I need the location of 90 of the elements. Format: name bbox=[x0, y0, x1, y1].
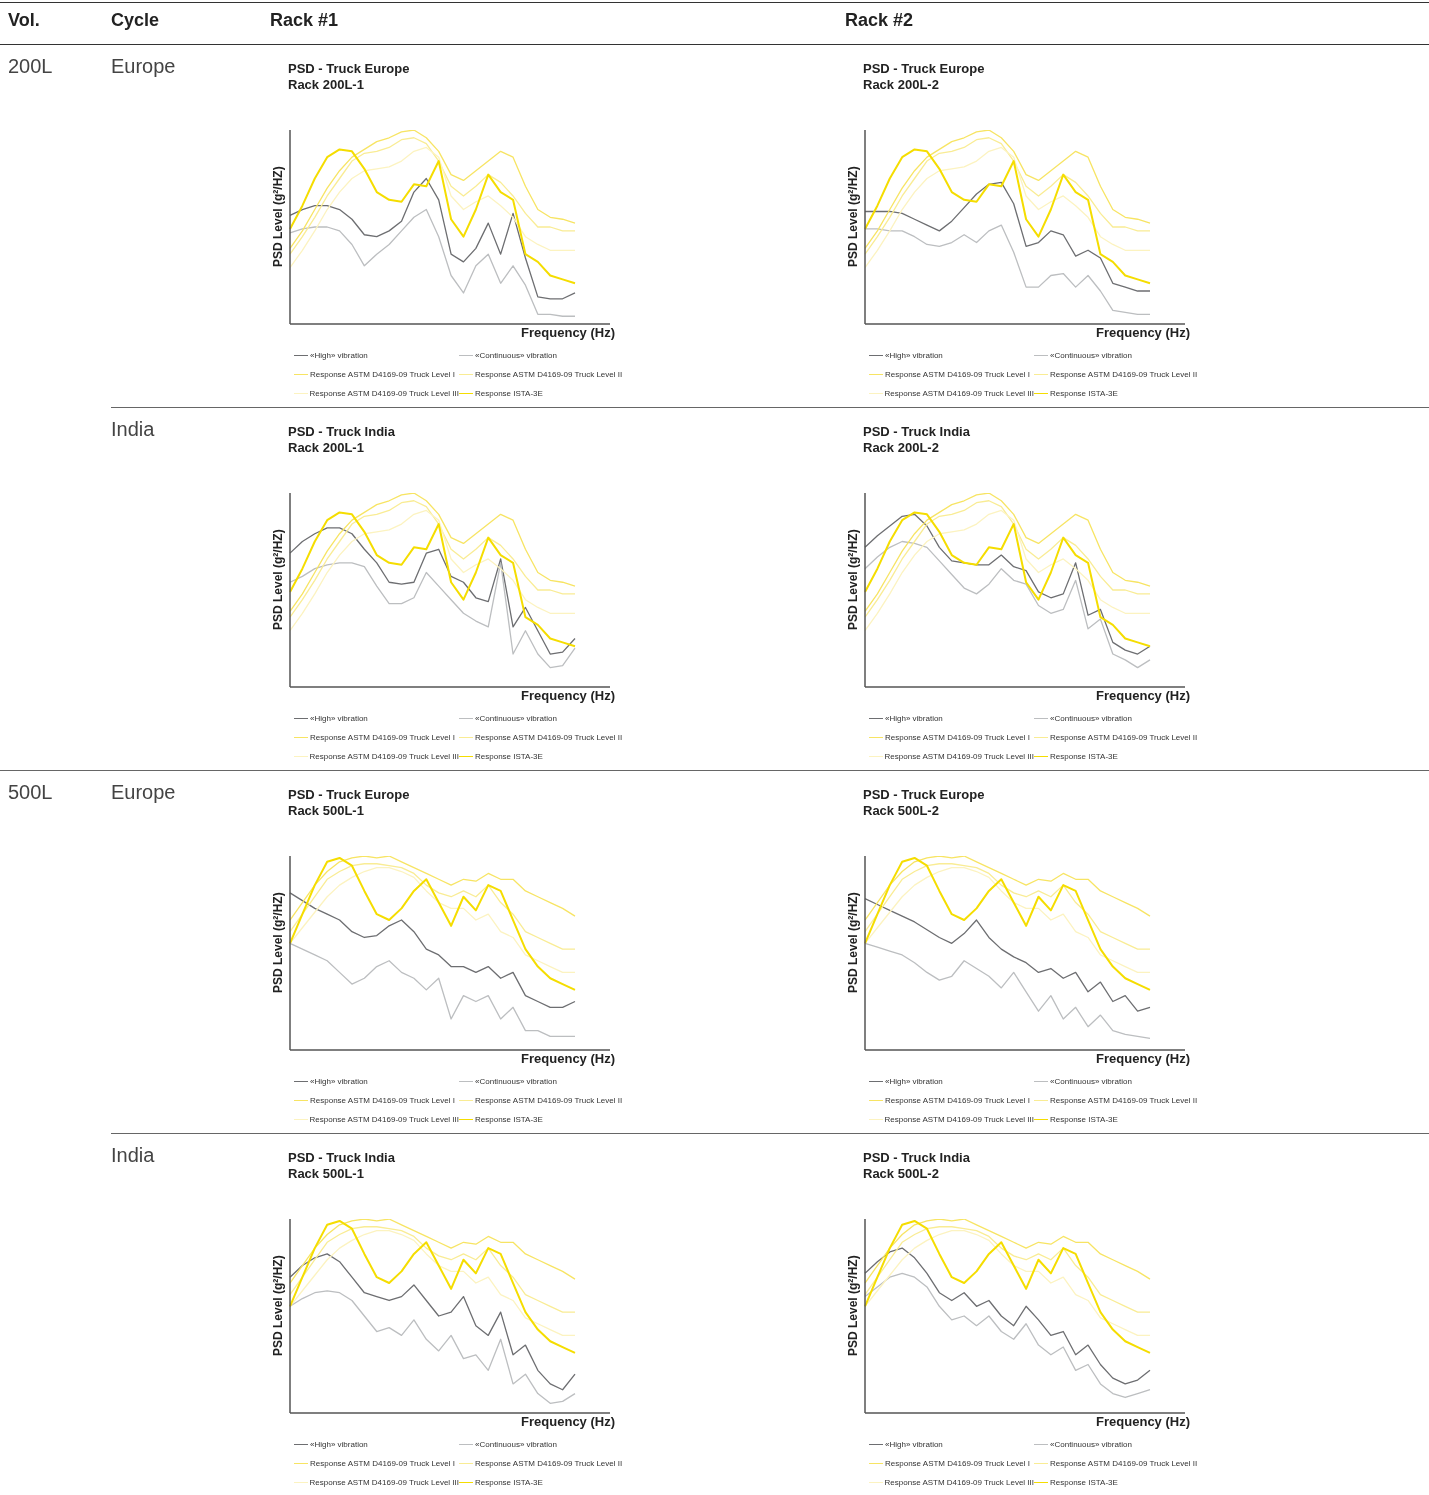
text: Cycle bbox=[111, 10, 160, 31]
chart-title: PSD - Truck India bbox=[863, 424, 970, 440]
chart-subtitle: Rack 500L-1 bbox=[288, 1166, 365, 1182]
legend-label: Response ASTM D4169-09 Truck Level I bbox=[310, 1459, 455, 1468]
legend-label: Response ASTM D4169-09 Truck Level II bbox=[1050, 733, 1198, 742]
legend-label: «High» vibration bbox=[310, 1077, 368, 1086]
y-axis-title: PSD Level (g²/HZ) bbox=[846, 892, 861, 993]
y-axis-title: PSD Level (g²/HZ) bbox=[846, 1255, 861, 1356]
legend-label: «Continuous» vibration bbox=[475, 1077, 557, 1086]
text: Europe bbox=[111, 781, 176, 804]
legend-label: Response ASTM D4169-09 Truck Level III bbox=[309, 1115, 459, 1124]
legend-label: «Continuous» vibration bbox=[1050, 1440, 1132, 1449]
legend-label: Response ISTA-3E bbox=[1050, 752, 1118, 761]
legend-label: Response ISTA-3E bbox=[1050, 1115, 1118, 1124]
chart-title: PSD - Truck Europe bbox=[863, 787, 985, 803]
legend-label: Response ASTM D4169-09 Truck Level III bbox=[309, 752, 459, 761]
x-axis-title: Frequency (Hz) bbox=[520, 688, 615, 703]
legend-label: Response ASTM D4169-09 Truck Level II bbox=[475, 370, 623, 379]
legend-label: «Continuous» vibration bbox=[1050, 714, 1132, 723]
legend-label: Response ASTM D4169-09 Truck Level I bbox=[885, 1459, 1030, 1468]
legend-label: Response ISTA-3E bbox=[475, 1115, 543, 1124]
chart-subtitle: Rack 200L-1 bbox=[288, 77, 365, 93]
text: India bbox=[111, 1144, 155, 1167]
legend-label: «High» vibration bbox=[885, 1077, 943, 1086]
legend-label: «High» vibration bbox=[310, 351, 368, 360]
legend-label: Response ISTA-3E bbox=[475, 752, 543, 761]
x-axis-title: Frequency (Hz) bbox=[1095, 1051, 1190, 1066]
text: Rack #2 bbox=[845, 10, 914, 31]
y-axis-title: PSD Level (g²/HZ) bbox=[271, 529, 286, 630]
chart-subtitle: Rack 200L-1 bbox=[288, 440, 365, 456]
legend-label: «High» vibration bbox=[310, 714, 368, 723]
legend-label: Response ASTM D4169-09 Truck Level II bbox=[475, 1096, 623, 1105]
chart-subtitle: Rack 500L-2 bbox=[863, 803, 940, 819]
text: Europe bbox=[111, 55, 176, 78]
legend-label: Response ASTM D4169-09 Truck Level III bbox=[884, 1115, 1034, 1124]
legend-label: «High» vibration bbox=[310, 1440, 368, 1449]
legend-label: «High» vibration bbox=[885, 1440, 943, 1449]
legend-label: «Continuous» vibration bbox=[475, 1440, 557, 1449]
chart-title: PSD - Truck Europe bbox=[863, 61, 985, 77]
text: 200L bbox=[8, 55, 53, 78]
legend-label: Response ASTM D4169-09 Truck Level I bbox=[885, 1096, 1030, 1105]
legend-label: Response ASTM D4169-09 Truck Level III bbox=[309, 389, 459, 398]
legend-label: Response ASTM D4169-09 Truck Level III bbox=[309, 1478, 459, 1487]
chart-title: PSD - Truck Europe bbox=[288, 61, 410, 77]
x-axis-title: Frequency (Hz) bbox=[520, 1414, 615, 1429]
legend-label: «High» vibration bbox=[885, 714, 943, 723]
legend-label: «High» vibration bbox=[885, 351, 943, 360]
legend-label: Response ASTM D4169-09 Truck Level I bbox=[885, 733, 1030, 742]
legend-label: Response ASTM D4169-09 Truck Level II bbox=[475, 1459, 623, 1468]
y-axis-title: PSD Level (g²/HZ) bbox=[846, 166, 861, 267]
chart-subtitle: Rack 200L-2 bbox=[863, 77, 940, 93]
chart-subtitle: Rack 500L-2 bbox=[863, 1166, 940, 1182]
x-axis-title: Frequency (Hz) bbox=[1095, 1414, 1190, 1429]
text: Vol. bbox=[8, 10, 40, 31]
chart-subtitle: Rack 200L-2 bbox=[863, 440, 940, 456]
legend-label: Response ISTA-3E bbox=[1050, 389, 1118, 398]
chart-subtitle: Rack 500L-1 bbox=[288, 803, 365, 819]
text: India bbox=[111, 418, 155, 441]
legend-label: «Continuous» vibration bbox=[475, 714, 557, 723]
x-axis-title: Frequency (Hz) bbox=[520, 325, 615, 340]
legend-label: Response ASTM D4169-09 Truck Level I bbox=[885, 370, 1030, 379]
legend-label: «Continuous» vibration bbox=[1050, 1077, 1132, 1086]
legend-label: Response ASTM D4169-09 Truck Level I bbox=[310, 1096, 455, 1105]
text: 500L bbox=[8, 781, 53, 804]
text: Rack #1 bbox=[270, 10, 339, 31]
y-axis-title: PSD Level (g²/HZ) bbox=[271, 892, 286, 993]
legend-label: Response ASTM D4169-09 Truck Level III bbox=[884, 1478, 1034, 1487]
x-axis-title: Frequency (Hz) bbox=[520, 1051, 615, 1066]
legend-label: «Continuous» vibration bbox=[1050, 351, 1132, 360]
legend-label: Response ISTA-3E bbox=[1050, 1478, 1118, 1487]
legend-label: Response ISTA-3E bbox=[475, 389, 543, 398]
legend-label: Response ASTM D4169-09 Truck Level I bbox=[310, 370, 455, 379]
legend-label: Response ASTM D4169-09 Truck Level III bbox=[884, 389, 1034, 398]
legend-label: Response ASTM D4169-09 Truck Level I bbox=[310, 733, 455, 742]
chart-title: PSD - Truck Europe bbox=[288, 787, 410, 803]
x-axis-title: Frequency (Hz) bbox=[1095, 325, 1190, 340]
legend-label: Response ASTM D4169-09 Truck Level III bbox=[884, 752, 1034, 761]
chart-title: PSD - Truck India bbox=[288, 1150, 395, 1166]
y-axis-title: PSD Level (g²/HZ) bbox=[846, 529, 861, 630]
legend-label: Response ASTM D4169-09 Truck Level II bbox=[1050, 370, 1198, 379]
y-axis-title: PSD Level (g²/HZ) bbox=[271, 1255, 286, 1356]
chart-title: PSD - Truck India bbox=[863, 1150, 970, 1166]
legend-label: Response ASTM D4169-09 Truck Level II bbox=[475, 733, 623, 742]
x-axis-title: Frequency (Hz) bbox=[1095, 688, 1190, 703]
legend-label: «Continuous» vibration bbox=[475, 351, 557, 360]
legend-label: Response ASTM D4169-09 Truck Level II bbox=[1050, 1459, 1198, 1468]
chart-title: PSD - Truck India bbox=[288, 424, 395, 440]
legend-label: Response ASTM D4169-09 Truck Level II bbox=[1050, 1096, 1198, 1105]
legend-label: Response ISTA-3E bbox=[475, 1478, 543, 1487]
y-axis-title: PSD Level (g²/HZ) bbox=[271, 166, 286, 267]
